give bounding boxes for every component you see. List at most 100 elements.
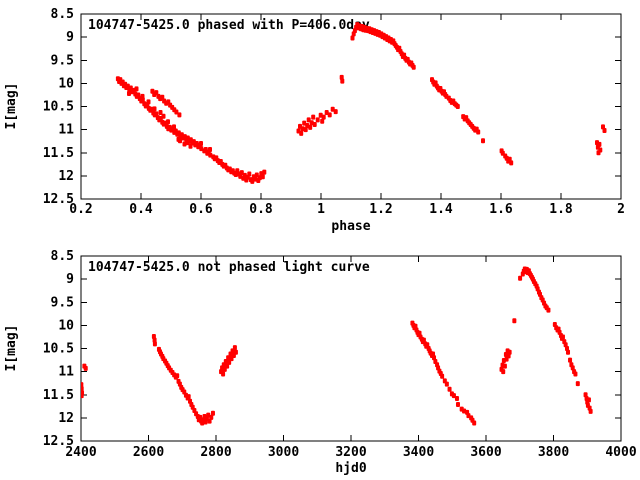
x-axis-label: phase (331, 219, 370, 234)
data-point (166, 119, 170, 125)
data-point (350, 35, 355, 41)
data-point (81, 393, 84, 399)
data-point (455, 104, 460, 109)
y-tick-label: 10 (58, 76, 74, 91)
x-tick-label: 1.6 (489, 202, 513, 217)
panel-phased: 0.2 0.4 0.6 0.8 1 1.2 1.4 1.6 1.8 2 8.5 9 9.5 10 10.5 1… (4, 7, 625, 234)
data-point (440, 373, 445, 379)
data-point (586, 397, 591, 403)
data-point (152, 341, 157, 347)
x-tick-label: 2 (617, 202, 625, 217)
data-point (444, 381, 449, 387)
data-point (321, 114, 326, 120)
tick-labels: 0.2 0.4 0.6 0.8 1 1.2 1.4 1.6 1.8 2 8.5 9 9.5 10 10.5 1… (43, 7, 625, 217)
data-point (411, 64, 416, 70)
panel-title: 104747-5425.0 phased with P=406.0day (88, 18, 370, 33)
data-point (210, 410, 215, 416)
data-point (199, 141, 203, 146)
x-tick-label: 1.4 (429, 202, 453, 217)
y-axis-label: I[mag] (4, 325, 19, 372)
data-point (447, 386, 452, 392)
data-point (476, 129, 481, 135)
data-point (172, 124, 176, 130)
y-tick-label: 8.5 (51, 249, 74, 264)
data-point (209, 414, 214, 420)
x-tick-label: 1.8 (549, 202, 573, 217)
data-point (233, 349, 238, 355)
x-tick-label: 0.6 (189, 202, 213, 217)
y-tick-label: 9 (66, 30, 74, 45)
data-point (509, 160, 514, 166)
data-point (186, 394, 191, 400)
data-point (239, 170, 244, 176)
x-tick-label: 0.8 (249, 202, 273, 217)
data-point (226, 355, 231, 361)
plot-border (80, 255, 622, 442)
data-point (221, 371, 226, 377)
data-point (573, 371, 578, 377)
x-tick-label: 0.2 (69, 202, 92, 217)
data-point (566, 349, 571, 355)
data-point (223, 358, 228, 364)
data-point (208, 147, 212, 153)
data-point (454, 395, 459, 401)
scatter-points (81, 266, 593, 426)
data-point (81, 382, 84, 388)
x-tick-label: 2400 (65, 445, 96, 460)
plot-border (80, 13, 622, 200)
data-point (158, 110, 163, 116)
y-tick-label: 11 (58, 365, 74, 380)
data-point (597, 141, 602, 147)
data-point (174, 109, 179, 115)
y-tick-label: 12.5 (43, 434, 74, 449)
data-point (315, 117, 320, 123)
data-point (247, 171, 252, 177)
data-point (340, 78, 345, 84)
data-point (140, 93, 145, 99)
x-tick-label: 1 (317, 202, 325, 217)
x-tick-label: 4000 (605, 445, 636, 460)
data-point (588, 408, 593, 414)
data-point (303, 127, 308, 133)
data-point (306, 117, 311, 123)
x-tick-label: 3200 (335, 445, 366, 460)
y-axis-label: I[mag] (4, 83, 19, 130)
data-point (299, 130, 304, 136)
data-point (312, 122, 317, 128)
x-tick-label: 2600 (133, 445, 164, 460)
x-tick-label: 3800 (538, 445, 569, 460)
data-point (83, 365, 88, 371)
panel-unphased: 2400 2600 2800 3000 3200 3400 3600 3800 4000 8.5 9… (4, 249, 637, 476)
data-point (546, 307, 551, 313)
y-tick-label: 11 (58, 123, 74, 138)
data-point (308, 124, 313, 130)
data-point (575, 381, 580, 387)
axis-ticks (80, 13, 622, 200)
x-axis-label: hjd0 (335, 461, 366, 476)
data-point (146, 99, 151, 105)
x-tick-label: 3600 (470, 445, 501, 460)
y-tick-label: 12 (58, 411, 74, 426)
data-point (152, 106, 157, 112)
data-point (507, 349, 512, 355)
data-point (327, 112, 332, 118)
data-point (206, 412, 211, 418)
y-tick-label: 12.5 (43, 192, 74, 207)
x-tick-label: 3400 (403, 445, 434, 460)
data-point (161, 113, 166, 119)
data-point (451, 393, 456, 399)
data-point (81, 386, 84, 392)
y-tick-label: 12 (58, 169, 74, 184)
axis-ticks (80, 255, 622, 442)
tick-labels: 2400 2600 2800 3000 3200 3400 3600 3800 4000 8.5 9… (43, 249, 637, 460)
y-tick-label: 10 (58, 318, 74, 333)
data-point (512, 318, 517, 324)
data-point (481, 138, 485, 144)
data-point (178, 138, 182, 144)
panel-title: 104747-5425.0 not phased light curve (88, 260, 370, 275)
data-point (260, 174, 265, 180)
scatter-points (115, 22, 607, 184)
data-point (320, 118, 325, 124)
data-point (455, 401, 460, 407)
